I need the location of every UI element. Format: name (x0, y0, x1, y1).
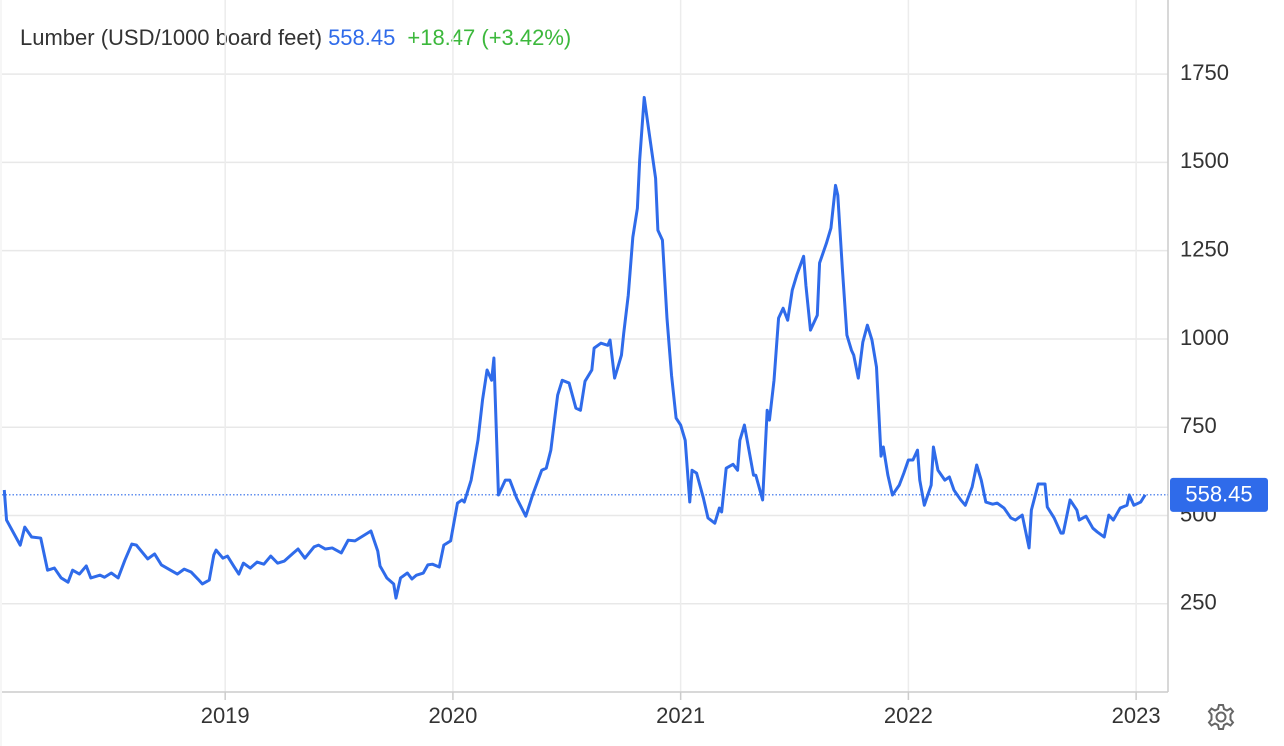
header: Lumber (USD/1000 board feet) 558.45 +18.47… (20, 25, 571, 51)
y-tick-label: 250 (1180, 590, 1217, 615)
last-price-label: 558.45 (1185, 482, 1252, 507)
settings-icon[interactable] (1207, 704, 1235, 730)
x-tick-label: 2023 (1112, 703, 1161, 728)
y-tick-label: 750 (1180, 413, 1217, 438)
header-change: +18.47 (+3.42%) (407, 25, 572, 50)
last-price-box (1170, 477, 1268, 512)
header-price: 558.45 (328, 25, 396, 50)
price-line (2, 95, 1147, 600)
y-tick-label: 1000 (1180, 325, 1229, 350)
x-tick-label: 2019 (201, 703, 250, 728)
y-tick-label: 1750 (1180, 60, 1229, 85)
y-tick-label: 1500 (1180, 148, 1229, 173)
x-tick-label: 2022 (884, 703, 933, 728)
chart-title: Lumber (USD/1000 board feet) (20, 25, 323, 50)
x-tick-label: 2021 (656, 703, 705, 728)
y-tick-label: 1250 (1180, 236, 1229, 261)
x-tick-label: 2020 (428, 703, 477, 728)
